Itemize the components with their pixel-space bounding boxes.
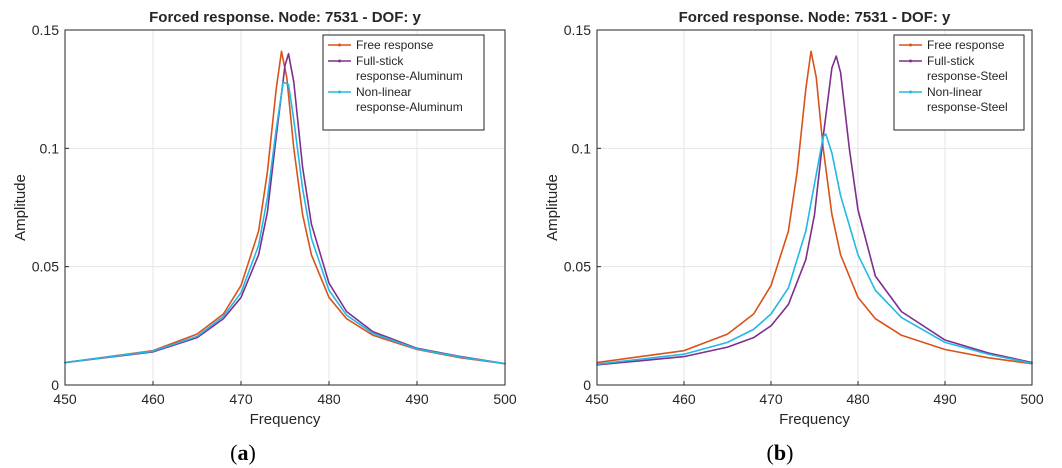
x-tick-label: 500 (493, 391, 517, 407)
x-tick-label: 500 (1020, 391, 1044, 407)
x-tick-label: 470 (759, 391, 783, 407)
series-line-1 (596, 50, 1033, 365)
y-tick-label: 0 (583, 377, 591, 393)
x-tick-label: 490 (933, 391, 957, 407)
panel-caption: (a) (230, 440, 256, 465)
legend-entry-3: Non-linear response-Aluminum (356, 85, 463, 114)
series-line-1 (64, 50, 506, 365)
y-tick-label: 0 (51, 377, 59, 393)
legend-box (893, 34, 1025, 131)
x-tick-label: 470 (229, 391, 253, 407)
legend-marker-3 (909, 90, 912, 94)
x-tick-label: 490 (405, 391, 429, 407)
legend-marker-2 (909, 59, 912, 63)
x-tick-label: 450 (585, 391, 609, 407)
legend-entry-2: Full-stick response-Steel (927, 54, 1008, 83)
plot-frame (64, 29, 506, 386)
plot-frame (596, 29, 1033, 386)
chart-panel-b: 450 460 470 480 490 500 0 0.05 0.1 0.15 Forced res… (544, 9, 1044, 465)
x-axis-label: Frequency (250, 411, 321, 428)
chart-title: Forced response. Node: 7531 - DOF: y (149, 9, 421, 26)
legend-entry-1: Free response (927, 38, 1005, 52)
legend-marker-1 (338, 43, 341, 47)
chart-title: Forced response. Node: 7531 - DOF: y (679, 9, 951, 26)
y-tick-label: 0.15 (32, 22, 59, 38)
x-tick-label: 460 (141, 391, 165, 407)
legend-marker-1 (909, 43, 912, 47)
legend: Free response Full-stick response-SteelNon… (893, 34, 1025, 131)
legend-marker-3 (338, 90, 341, 94)
x-axis-label: Frequency (779, 411, 850, 428)
panel-caption: (b) (767, 440, 794, 465)
y-tick-label: 0.05 (564, 259, 591, 275)
legend-entry-3: Non-linear response-Steel (927, 85, 1008, 114)
y-tick-label: 0.1 (572, 140, 592, 156)
x-tick-label: 450 (53, 391, 77, 407)
y-tick-label: 0.05 (32, 259, 59, 275)
x-tick-label: 480 (317, 391, 341, 407)
y-tick-label: 0.1 (40, 140, 60, 156)
legend-marker-2 (338, 59, 341, 63)
legend-entry-2: Full-stick response-Aluminum (356, 54, 463, 83)
series-line-3 (64, 81, 506, 365)
y-axis-label: Amplitude (544, 174, 561, 241)
series-line-3 (596, 133, 1033, 365)
x-tick-label: 460 (672, 391, 696, 407)
series-line-2 (64, 52, 506, 365)
y-axis-label: Amplitude (12, 174, 29, 241)
legend-entry-1: Free response (356, 38, 434, 52)
legend-box (322, 34, 485, 131)
series-line-2 (596, 55, 1033, 366)
y-tick-label: 0.15 (564, 22, 591, 38)
legend: Free response Full-stick response-Aluminum… (322, 34, 485, 131)
chart-panel-a: 450 460 470 480 490 500 0 0.05 0.1 0.15 Forced res… (12, 9, 517, 465)
x-tick-label: 480 (846, 391, 870, 407)
